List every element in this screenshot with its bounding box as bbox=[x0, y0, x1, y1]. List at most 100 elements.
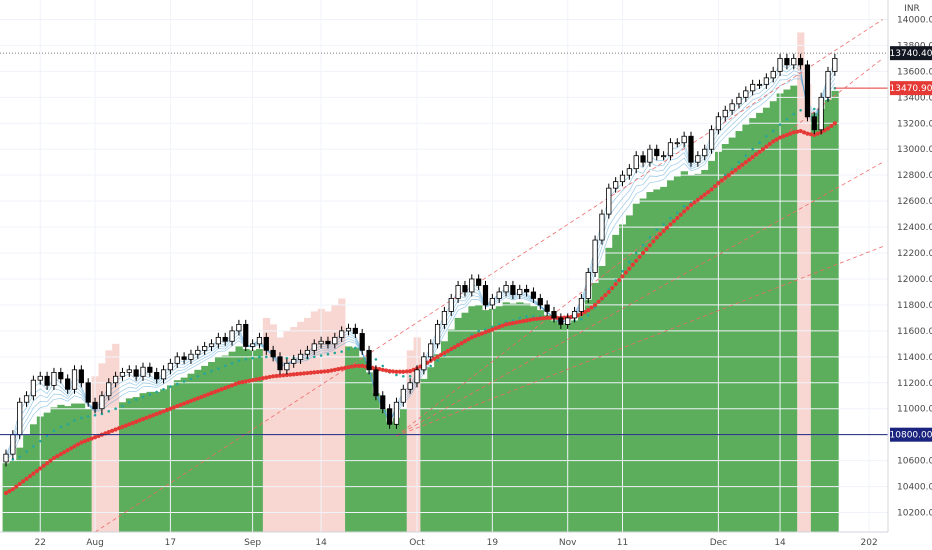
red-ma-point bbox=[305, 370, 310, 376]
price-tick-label: 11200.00 bbox=[897, 379, 932, 389]
price-tick-label: 12000.00 bbox=[897, 275, 932, 285]
red-ma-point bbox=[599, 296, 605, 301]
candle-body bbox=[599, 213, 605, 241]
time-axis[interactable]: 22 Aug 17 Sep 14 Oct 19 Nov 11 Dec 14 202 bbox=[0, 531, 888, 548]
teal-ma-point bbox=[182, 380, 186, 383]
candle-body bbox=[71, 369, 78, 390]
red-ma-point bbox=[17, 481, 22, 487]
red-ma-point bbox=[603, 293, 608, 298]
green-regime-column bbox=[365, 372, 373, 532]
red-ma-point bbox=[747, 157, 752, 162]
teal-ma-point bbox=[730, 167, 734, 170]
candle-body bbox=[119, 371, 126, 377]
green-regime-column bbox=[687, 175, 695, 533]
red-ma-point bbox=[202, 393, 207, 398]
pink-regime-column bbox=[331, 304, 339, 532]
green-regime-column bbox=[612, 234, 620, 533]
green-regime-column bbox=[434, 354, 442, 532]
teal-ma-point bbox=[792, 112, 796, 116]
candle-body bbox=[640, 155, 646, 163]
green-regime-column bbox=[16, 447, 24, 532]
red-ma-point bbox=[685, 206, 690, 211]
horizontal-line-layer[interactable] bbox=[0, 52, 888, 436]
red-ma-point bbox=[743, 160, 748, 165]
teal-ma-point bbox=[66, 423, 69, 426]
green-regime-column bbox=[543, 315, 551, 532]
candle-body bbox=[434, 323, 441, 345]
candle-body bbox=[30, 379, 37, 397]
candle-body bbox=[613, 181, 619, 189]
trendline-layer[interactable] bbox=[94, 19, 884, 533]
red-ma-point bbox=[353, 363, 358, 369]
teal-ma-point bbox=[340, 350, 343, 353]
red-ma-point bbox=[72, 444, 77, 449]
red-ma-point bbox=[89, 436, 94, 441]
teal-ma-point bbox=[32, 445, 35, 448]
red-ma-point bbox=[695, 197, 700, 202]
price-tick-label: 10600.00 bbox=[897, 457, 932, 467]
pink-regime-column bbox=[804, 84, 812, 532]
pink-regime-column bbox=[310, 311, 319, 532]
teal-ma-point bbox=[265, 355, 268, 359]
red-ma-point bbox=[709, 187, 714, 192]
candle-body bbox=[791, 57, 797, 66]
red-ma-point bbox=[21, 479, 26, 484]
red-ma-point bbox=[295, 371, 300, 377]
ribbon-band-line bbox=[5, 74, 836, 459]
red-ma-point bbox=[164, 407, 170, 413]
price-tick-label: 13200.00 bbox=[897, 119, 932, 129]
green-regime-column bbox=[742, 124, 750, 532]
last-price-badge-label: 13740.40 bbox=[890, 49, 932, 59]
time-tick-label: 11 bbox=[617, 538, 628, 548]
red-ma-point bbox=[38, 466, 43, 471]
price-tick-label: 11800.00 bbox=[897, 301, 932, 311]
red-ma-point bbox=[7, 489, 12, 494]
teal-ma-point bbox=[230, 362, 234, 365]
teal-ma-point bbox=[169, 385, 172, 388]
price-axis[interactable]: 10200.00 10400.00 10600.00 10800.00 11000.00… bbox=[887, 0, 932, 532]
red-ma-point bbox=[397, 369, 402, 374]
red-ma-point bbox=[51, 455, 57, 461]
red-ma-point bbox=[267, 374, 272, 380]
red-ma-point bbox=[699, 195, 704, 200]
red-ma-point bbox=[253, 377, 259, 382]
red-ma-point bbox=[161, 409, 166, 414]
red-ma-point bbox=[658, 232, 663, 237]
candle-body bbox=[729, 103, 735, 111]
candle-body bbox=[92, 401, 98, 410]
green-regime-column bbox=[605, 247, 613, 532]
green-regime-column bbox=[214, 356, 223, 532]
teal-ma-point bbox=[580, 317, 583, 321]
candle-body bbox=[339, 330, 345, 338]
green-regime-column bbox=[146, 391, 154, 532]
red-ma-point bbox=[497, 324, 502, 330]
teal-ma-point bbox=[354, 346, 357, 350]
red-ma-point bbox=[257, 376, 262, 381]
red-ma-point bbox=[750, 154, 755, 160]
pink-regime-column bbox=[269, 324, 277, 532]
green-regime-column bbox=[447, 329, 456, 532]
candle-body bbox=[517, 288, 523, 295]
red-ma-point bbox=[702, 192, 707, 197]
time-tick-label: 17 bbox=[165, 538, 176, 548]
red-ma-point bbox=[34, 468, 39, 474]
candle-body bbox=[804, 64, 811, 118]
red-ma-point bbox=[760, 147, 766, 152]
green-regime-column bbox=[139, 393, 147, 532]
green-regime-column bbox=[625, 215, 634, 532]
candle-body bbox=[332, 336, 338, 345]
candle-body bbox=[708, 129, 715, 150]
red-ma-point bbox=[781, 134, 786, 139]
teal-ma-point bbox=[223, 364, 227, 368]
candle-body bbox=[647, 148, 653, 163]
red-ma-point bbox=[452, 344, 457, 350]
price-tick-label: 11400.00 bbox=[897, 353, 932, 363]
price-tick-label: 12800.00 bbox=[897, 171, 932, 181]
red-ma-point bbox=[640, 250, 646, 256]
teal-ma-point bbox=[634, 251, 638, 255]
red-ma-point bbox=[182, 401, 187, 406]
red-ma-point bbox=[404, 369, 409, 374]
teal-ma-point bbox=[52, 429, 56, 433]
trendline bbox=[396, 58, 884, 437]
